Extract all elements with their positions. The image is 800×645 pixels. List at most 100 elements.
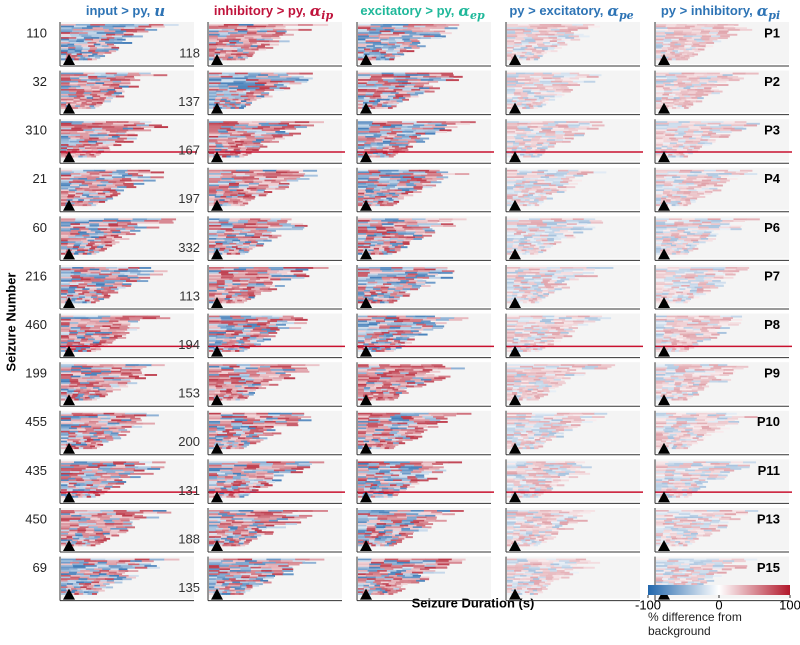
- heat-cell: [413, 191, 421, 193]
- heat-cell: [99, 249, 105, 251]
- heat-cell: [78, 301, 83, 303]
- header-symbol: α: [310, 2, 322, 20]
- heat-cell: [656, 58, 660, 60]
- heatmap-panel: [506, 22, 640, 66]
- heat-cell: [530, 253, 534, 255]
- heat-cell: [265, 89, 275, 91]
- heat-cell: [86, 107, 91, 109]
- heat-cell: [226, 107, 231, 109]
- header-text: py > inhibitory,: [661, 3, 753, 18]
- heatmap-panel: [208, 216, 342, 260]
- heat-cell: [274, 89, 284, 91]
- column-header: py > excitatory,αpe: [509, 2, 633, 22]
- heat-cell: [407, 50, 414, 52]
- heat-cell: [120, 238, 129, 240]
- heat-cell: [83, 253, 88, 255]
- heat-cell: [150, 274, 163, 276]
- heat-cell: [209, 301, 214, 303]
- heat-cell: [441, 173, 455, 175]
- heat-cell: [422, 235, 432, 237]
- header-symbol: α: [757, 2, 769, 20]
- heat-cell: [413, 238, 421, 240]
- heat-cell: [91, 253, 96, 255]
- heat-cell: [445, 126, 458, 128]
- heat-cell: [116, 96, 124, 98]
- heat-cell: [88, 58, 93, 60]
- heat-cell: [282, 134, 293, 136]
- heat-cell: [591, 222, 603, 224]
- heat-cell: [83, 204, 88, 206]
- heat-cell: [358, 156, 363, 158]
- heat-cell: [699, 196, 706, 198]
- heat-cell: [380, 58, 385, 60]
- heat-cell: [696, 100, 702, 102]
- heat-cell: [270, 44, 279, 46]
- seizure-number: 310: [25, 123, 47, 138]
- heatmap-panel: [208, 71, 342, 115]
- heat-cell: [562, 91, 570, 93]
- heat-cell: [295, 121, 310, 123]
- heat-cell: [672, 204, 676, 206]
- heat-cell: [358, 204, 363, 206]
- heat-cell: [656, 253, 660, 255]
- heat-cell: [385, 58, 390, 60]
- heat-cell: [61, 204, 66, 206]
- heat-cell: [587, 128, 599, 130]
- patient-label: P3: [764, 123, 780, 138]
- heat-cell: [239, 301, 244, 303]
- heat-cell: [275, 138, 285, 140]
- header-text: input > py,: [86, 3, 150, 18]
- heat-cell: [507, 107, 511, 109]
- heat-cell: [141, 270, 155, 272]
- heat-cell: [140, 74, 154, 76]
- seizure-count: 332: [178, 240, 200, 255]
- heat-cell: [530, 58, 534, 60]
- heat-cell: [74, 107, 79, 109]
- heat-cell: [263, 240, 271, 242]
- heat-cell: [279, 40, 290, 42]
- heatmap-panel: [208, 119, 345, 163]
- heat-cell: [684, 107, 689, 109]
- heat-cell: [703, 144, 710, 146]
- header-subscript: pi: [768, 9, 780, 22]
- heat-cell: [701, 94, 708, 96]
- heat-cell: [717, 181, 726, 183]
- heat-cell: [538, 251, 543, 253]
- heat-cell: [124, 141, 134, 143]
- heat-cell: [507, 253, 511, 255]
- heat-cell: [554, 238, 561, 240]
- patient-label: P6: [764, 220, 780, 235]
- heat-cell: [303, 170, 317, 172]
- heat-cell: [380, 156, 385, 158]
- heat-cell: [259, 194, 267, 196]
- heat-cell: [710, 136, 720, 138]
- heat-cell: [143, 180, 155, 182]
- header-symbol: α: [458, 2, 470, 20]
- heat-cell: [523, 156, 528, 158]
- heat-cell: [222, 107, 227, 109]
- heat-cell: [99, 201, 105, 203]
- heat-cell: [714, 185, 723, 187]
- patient-label: P1: [764, 25, 780, 40]
- heat-cell: [61, 253, 66, 255]
- heat-cell: [235, 156, 240, 158]
- heat-cell: [222, 301, 227, 303]
- heatmap-panel: [60, 119, 197, 163]
- heat-cell: [87, 204, 92, 206]
- heat-cell: [291, 270, 303, 272]
- heat-cell: [559, 44, 567, 46]
- heat-cell: [87, 253, 92, 255]
- heat-cell: [388, 107, 393, 109]
- heat-cell: [572, 180, 582, 182]
- heat-cell: [285, 128, 296, 130]
- heat-cell: [151, 26, 164, 28]
- heat-cell: [519, 253, 523, 255]
- heat-cell: [147, 227, 160, 229]
- heat-cell: [292, 277, 304, 279]
- heat-cell: [680, 253, 684, 255]
- header-text: py > excitatory,: [509, 3, 603, 18]
- heat-cell: [231, 156, 236, 158]
- heat-cell: [104, 100, 111, 102]
- heat-cell: [209, 253, 214, 255]
